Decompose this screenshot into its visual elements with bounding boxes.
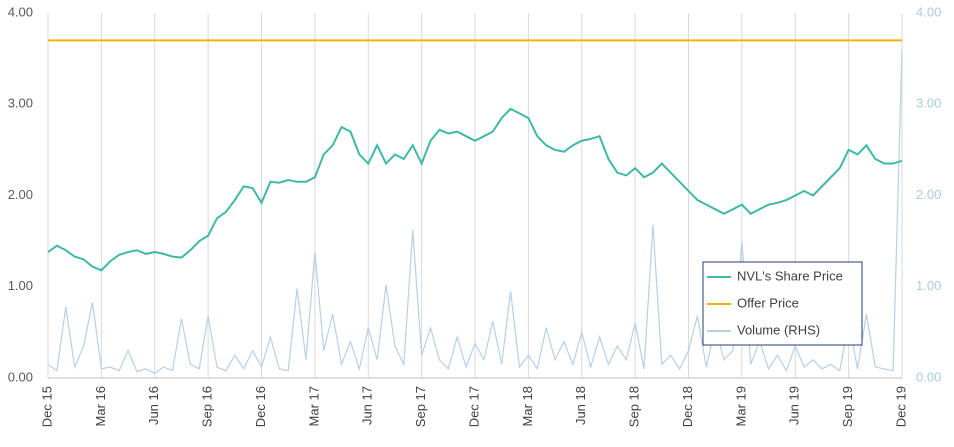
- x-tick-label: Jun 18: [573, 386, 588, 425]
- y2-tick-label: 3.00: [916, 96, 941, 111]
- x-tick-label: Sep 16: [200, 386, 215, 427]
- y-tick-label: 0.00: [8, 369, 33, 384]
- y-tick-label: 4.00: [8, 4, 33, 19]
- x-tick-label: Dec 16: [253, 386, 268, 427]
- series-line: [47, 107, 903, 272]
- x-tick-label: Sep 18: [627, 386, 642, 427]
- y-tick-label: 3.00: [8, 96, 33, 111]
- x-tick-label: Dec 17: [466, 386, 481, 427]
- y-tick-label: 1.00: [8, 278, 33, 293]
- y-tick-label: 2.00: [8, 187, 33, 202]
- legend-label: Volume (RHS): [737, 322, 820, 337]
- legend-label: Offer Price: [737, 295, 799, 310]
- x-tick-label: Dec 19: [893, 386, 908, 427]
- x-tick-label: Sep 19: [840, 386, 855, 427]
- x-tick-label: Jun 19: [787, 386, 802, 425]
- x-tick-label: Mar 18: [520, 386, 535, 426]
- y2-tick-label: 4.00: [916, 4, 941, 19]
- x-tick-label: Jun 16: [146, 386, 161, 425]
- x-tick-label: Dec 18: [680, 386, 695, 427]
- y2-tick-label: 2.00: [916, 187, 941, 202]
- x-tick-label: Sep 17: [413, 386, 428, 427]
- y2-tick-label: 0.00: [916, 369, 941, 384]
- x-tick-label: Dec 15: [39, 386, 54, 427]
- x-tick-label: Mar 16: [93, 386, 108, 426]
- x-tick-label: Jun 17: [360, 386, 375, 425]
- x-tick-label: Mar 17: [306, 386, 321, 426]
- y2-tick-label: 1.00: [916, 278, 941, 293]
- x-tick-label: Mar 19: [733, 386, 748, 426]
- legend-label: NVL's Share Price: [737, 268, 843, 283]
